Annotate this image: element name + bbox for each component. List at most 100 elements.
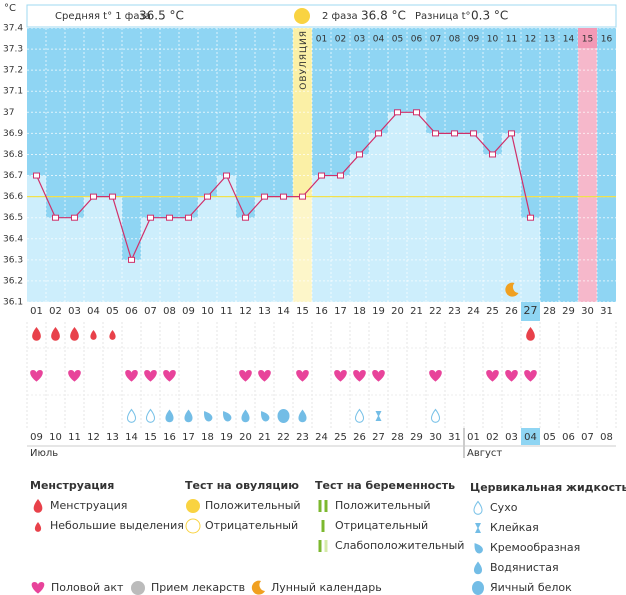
date-label: 27 xyxy=(372,432,385,443)
x-tick-label: 04 xyxy=(87,306,100,317)
temperature-point xyxy=(432,130,439,137)
watery-icon xyxy=(184,409,193,423)
temperature-point xyxy=(299,193,306,200)
date-label: 10 xyxy=(49,432,62,443)
temperature-point xyxy=(166,214,173,221)
x-tick-label: 01 xyxy=(30,306,43,317)
moon-icon xyxy=(505,282,519,297)
month-label: Июль xyxy=(30,448,58,459)
date-label: 23 xyxy=(296,432,309,443)
x-tick-label: 06 xyxy=(125,306,138,317)
x-tick-label: 12 xyxy=(239,306,252,317)
legend-title: Тест на овуляцию xyxy=(185,479,299,492)
phase1-label: Средняя t° 1 фаза xyxy=(55,11,151,22)
date-label: 05 xyxy=(543,432,556,443)
phase2-day-label: 16 xyxy=(601,35,613,45)
watery-icon xyxy=(165,409,174,423)
phase2-day-label: 05 xyxy=(392,35,403,45)
temperature-bar xyxy=(103,196,122,302)
legend-label: Водянистая xyxy=(490,561,559,574)
y-tick-label: 37 xyxy=(3,108,14,118)
diff-value: 0.3 °C xyxy=(471,9,508,23)
x-tick-label: 23 xyxy=(448,306,461,317)
date-label: 03 xyxy=(505,432,518,443)
date-label: 28 xyxy=(391,432,404,443)
date-label: 26 xyxy=(353,432,366,443)
y-tick-label: 36.5 xyxy=(3,213,23,223)
date-label: 22 xyxy=(277,432,290,443)
temperature-point xyxy=(508,130,515,137)
x-tick-label: 02 xyxy=(49,306,62,317)
heart xyxy=(258,370,271,382)
date-label: 16 xyxy=(163,432,176,443)
pregnancy-test-icon xyxy=(321,520,325,532)
temperature-point xyxy=(109,193,116,200)
temperature-point xyxy=(489,151,496,158)
x-tick-label: 29 xyxy=(562,306,575,317)
legend-title: Менструация xyxy=(30,479,114,492)
phase2-day-label: 10 xyxy=(487,35,499,45)
date-label: 14 xyxy=(125,432,138,443)
temperature-bar xyxy=(388,112,407,302)
temperature-point xyxy=(223,172,230,179)
today-box xyxy=(521,302,540,321)
ovulation-label: ОВУЛЯЦИЯ xyxy=(299,30,309,90)
temperature-point xyxy=(242,214,249,221)
phase2-day-label: 12 xyxy=(525,35,536,45)
phase2-day-label: 11 xyxy=(506,35,517,45)
date-label: 04 xyxy=(524,432,537,443)
dry-icon xyxy=(126,408,137,423)
y-unit: °C xyxy=(4,3,16,14)
date-label: 30 xyxy=(429,432,442,443)
dry-icon xyxy=(145,408,156,423)
pregnancy-test-icon xyxy=(318,540,322,552)
marked-column xyxy=(578,28,597,302)
x-tick-label: 11 xyxy=(220,306,233,317)
sun-icon xyxy=(294,8,310,24)
date-label: 08 xyxy=(600,432,613,443)
heart xyxy=(31,582,45,594)
legend-label: Лунный календарь xyxy=(271,581,382,594)
heart xyxy=(68,370,81,382)
creamy-icon xyxy=(474,543,483,554)
temperature-bar xyxy=(312,175,331,302)
temperature-point xyxy=(318,172,325,179)
temperature-point xyxy=(261,193,268,200)
phase2-day-label: 09 xyxy=(468,35,480,45)
y-tick-label: 37.3 xyxy=(3,45,23,55)
creamy-icon xyxy=(204,411,213,422)
dry-icon xyxy=(430,408,441,423)
temperature-bar xyxy=(293,196,312,302)
watery-icon xyxy=(473,561,483,575)
legend-title: Цервикальная жидкость xyxy=(470,481,626,494)
ovulation-positive-icon xyxy=(186,499,200,513)
date-label: 07 xyxy=(581,432,594,443)
temperature-point xyxy=(71,214,78,221)
heart xyxy=(163,370,176,382)
heart xyxy=(296,370,309,382)
creamy-icon xyxy=(261,411,270,422)
x-tick-label: 15 xyxy=(296,306,309,317)
y-tick-label: 36.2 xyxy=(3,276,23,286)
x-tick-label: 28 xyxy=(543,306,556,317)
x-tick-label: 30 xyxy=(581,306,594,317)
eggwhite-icon xyxy=(472,581,484,595)
x-tick-label: 27 xyxy=(524,304,538,317)
ovulation-negative-icon xyxy=(185,518,201,534)
legend-label: Положительный xyxy=(205,499,301,512)
phase2-day-label: 02 xyxy=(335,35,346,45)
phase2-day-label: 14 xyxy=(563,35,575,45)
phase2-day-label: 08 xyxy=(449,35,461,45)
temperature-bar xyxy=(483,154,502,302)
watery-icon xyxy=(298,409,307,423)
menstruation-drop xyxy=(33,499,43,513)
date-label: 01 xyxy=(467,432,480,443)
legend-label: Слабоположительный xyxy=(335,539,464,552)
legend-label: Сухо xyxy=(490,501,518,514)
temperature-point xyxy=(527,214,534,221)
temperature-bar xyxy=(407,112,426,302)
legend-label: Небольшие выделения xyxy=(50,519,184,532)
heart xyxy=(429,370,442,382)
menstruation-drop xyxy=(526,327,535,341)
temperature-bar xyxy=(255,196,274,302)
